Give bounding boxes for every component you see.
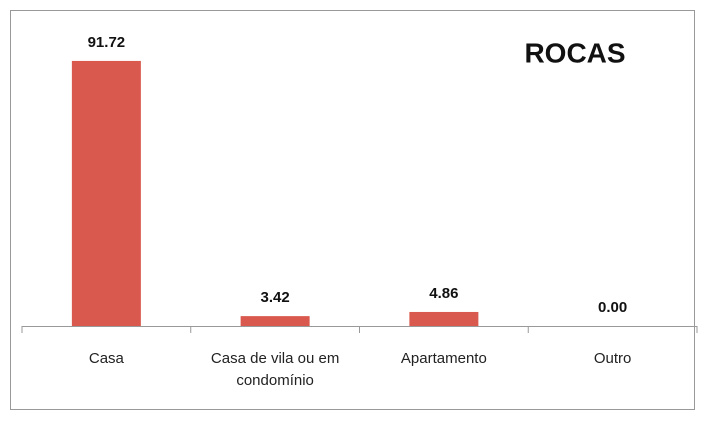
bar: [240, 316, 310, 326]
data-label: 4.86: [429, 285, 458, 302]
x-tick-label: Casa: [88, 350, 124, 367]
x-tick-label: Apartamento: [400, 350, 487, 367]
x-tick-label: Outro: [593, 350, 632, 367]
data-label: 0.00: [598, 299, 627, 316]
bar: [71, 60, 141, 326]
x-tick-label: Casa de vila ou em condomínio: [210, 350, 340, 389]
chart-title: ROCAS: [524, 37, 625, 68]
data-label: 3.42: [261, 289, 290, 306]
chart-frame: [10, 10, 695, 410]
bar: [409, 311, 479, 326]
data-label: 91.72: [88, 34, 126, 51]
